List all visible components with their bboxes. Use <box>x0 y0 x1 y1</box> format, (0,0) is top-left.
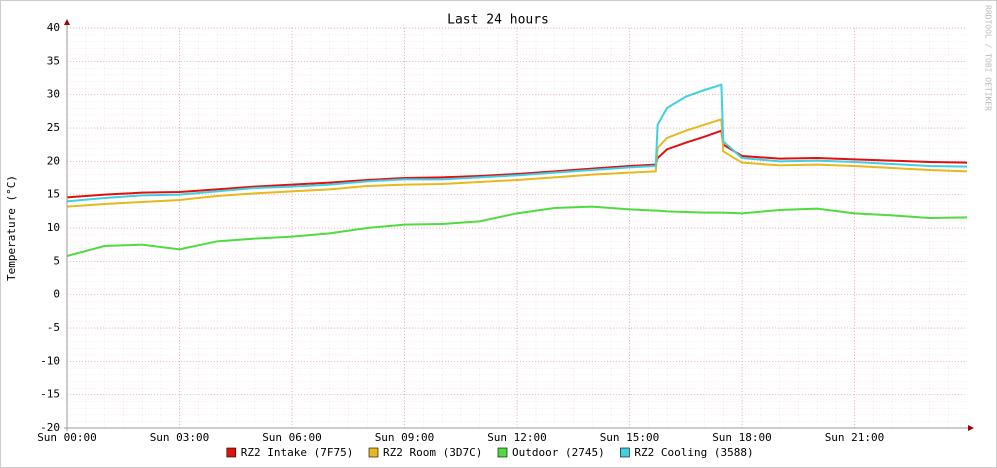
legend-label: Outdoor (2745) <box>512 446 605 459</box>
y-axis-arrow <box>64 19 70 25</box>
y-tick-label: -5 <box>47 321 60 334</box>
series-line <box>66 83 968 203</box>
x-tick-label: Sun 00:00 <box>37 431 97 444</box>
legend-swatch <box>620 447 630 458</box>
watermark: RRDTOOL / TOBI OETIKER <box>984 5 993 111</box>
y-tick-label: 10 <box>47 221 60 234</box>
y-tick-label: 35 <box>47 54 60 67</box>
grid <box>66 27 967 429</box>
legend-label: RZ2 Room (3D7C) <box>383 446 482 459</box>
x-tick-label: Sun 12:00 <box>487 431 547 444</box>
x-tick-label: Sun 06:00 <box>262 431 322 444</box>
x-tick-label: Sun 09:00 <box>375 431 435 444</box>
y-tick-label: -20 <box>40 421 60 434</box>
y-tick-label: 25 <box>47 121 60 134</box>
x-tick-label: Sun 03:00 <box>150 431 210 444</box>
series-line <box>66 129 968 199</box>
legend-swatch <box>497 447 508 458</box>
y-tick-label: -15 <box>40 388 60 401</box>
x-axis-arrow <box>968 425 974 431</box>
legend-swatch <box>226 447 237 458</box>
chart-title: Last 24 hours <box>447 13 549 28</box>
legend-label: RZ2 Cooling (3588) <box>634 446 753 459</box>
x-tick-label: Sun 21:00 <box>825 431 885 444</box>
legend-swatch <box>368 447 379 458</box>
y-tick-label: 0 <box>53 288 60 301</box>
y-tick-label: 30 <box>47 88 60 101</box>
legend-label: RZ2 Intake (7F75) <box>241 446 354 459</box>
axes: -20 -15 -10 -5 0 5 10 15 20 25 30 35 40 Sun 00:00 Sun … <box>37 19 974 444</box>
y-tick-label: 5 <box>53 254 60 267</box>
x-tick-label: Sun 18:00 <box>712 431 772 444</box>
legend: RZ2 Intake (7F75) RZ2 Room (3D7C) Outdoor … <box>226 446 754 459</box>
y-axis-label: Temperature (°C) <box>5 175 18 281</box>
series-line <box>66 205 968 257</box>
y-tick-label: 40 <box>47 21 60 34</box>
series-line <box>66 117 968 208</box>
x-tick-label: Sun 15:00 <box>600 431 660 444</box>
y-tick-label: 15 <box>47 188 60 201</box>
lines <box>66 83 968 257</box>
y-tick-label: 20 <box>47 154 60 167</box>
y-tick-label: -10 <box>40 354 60 367</box>
